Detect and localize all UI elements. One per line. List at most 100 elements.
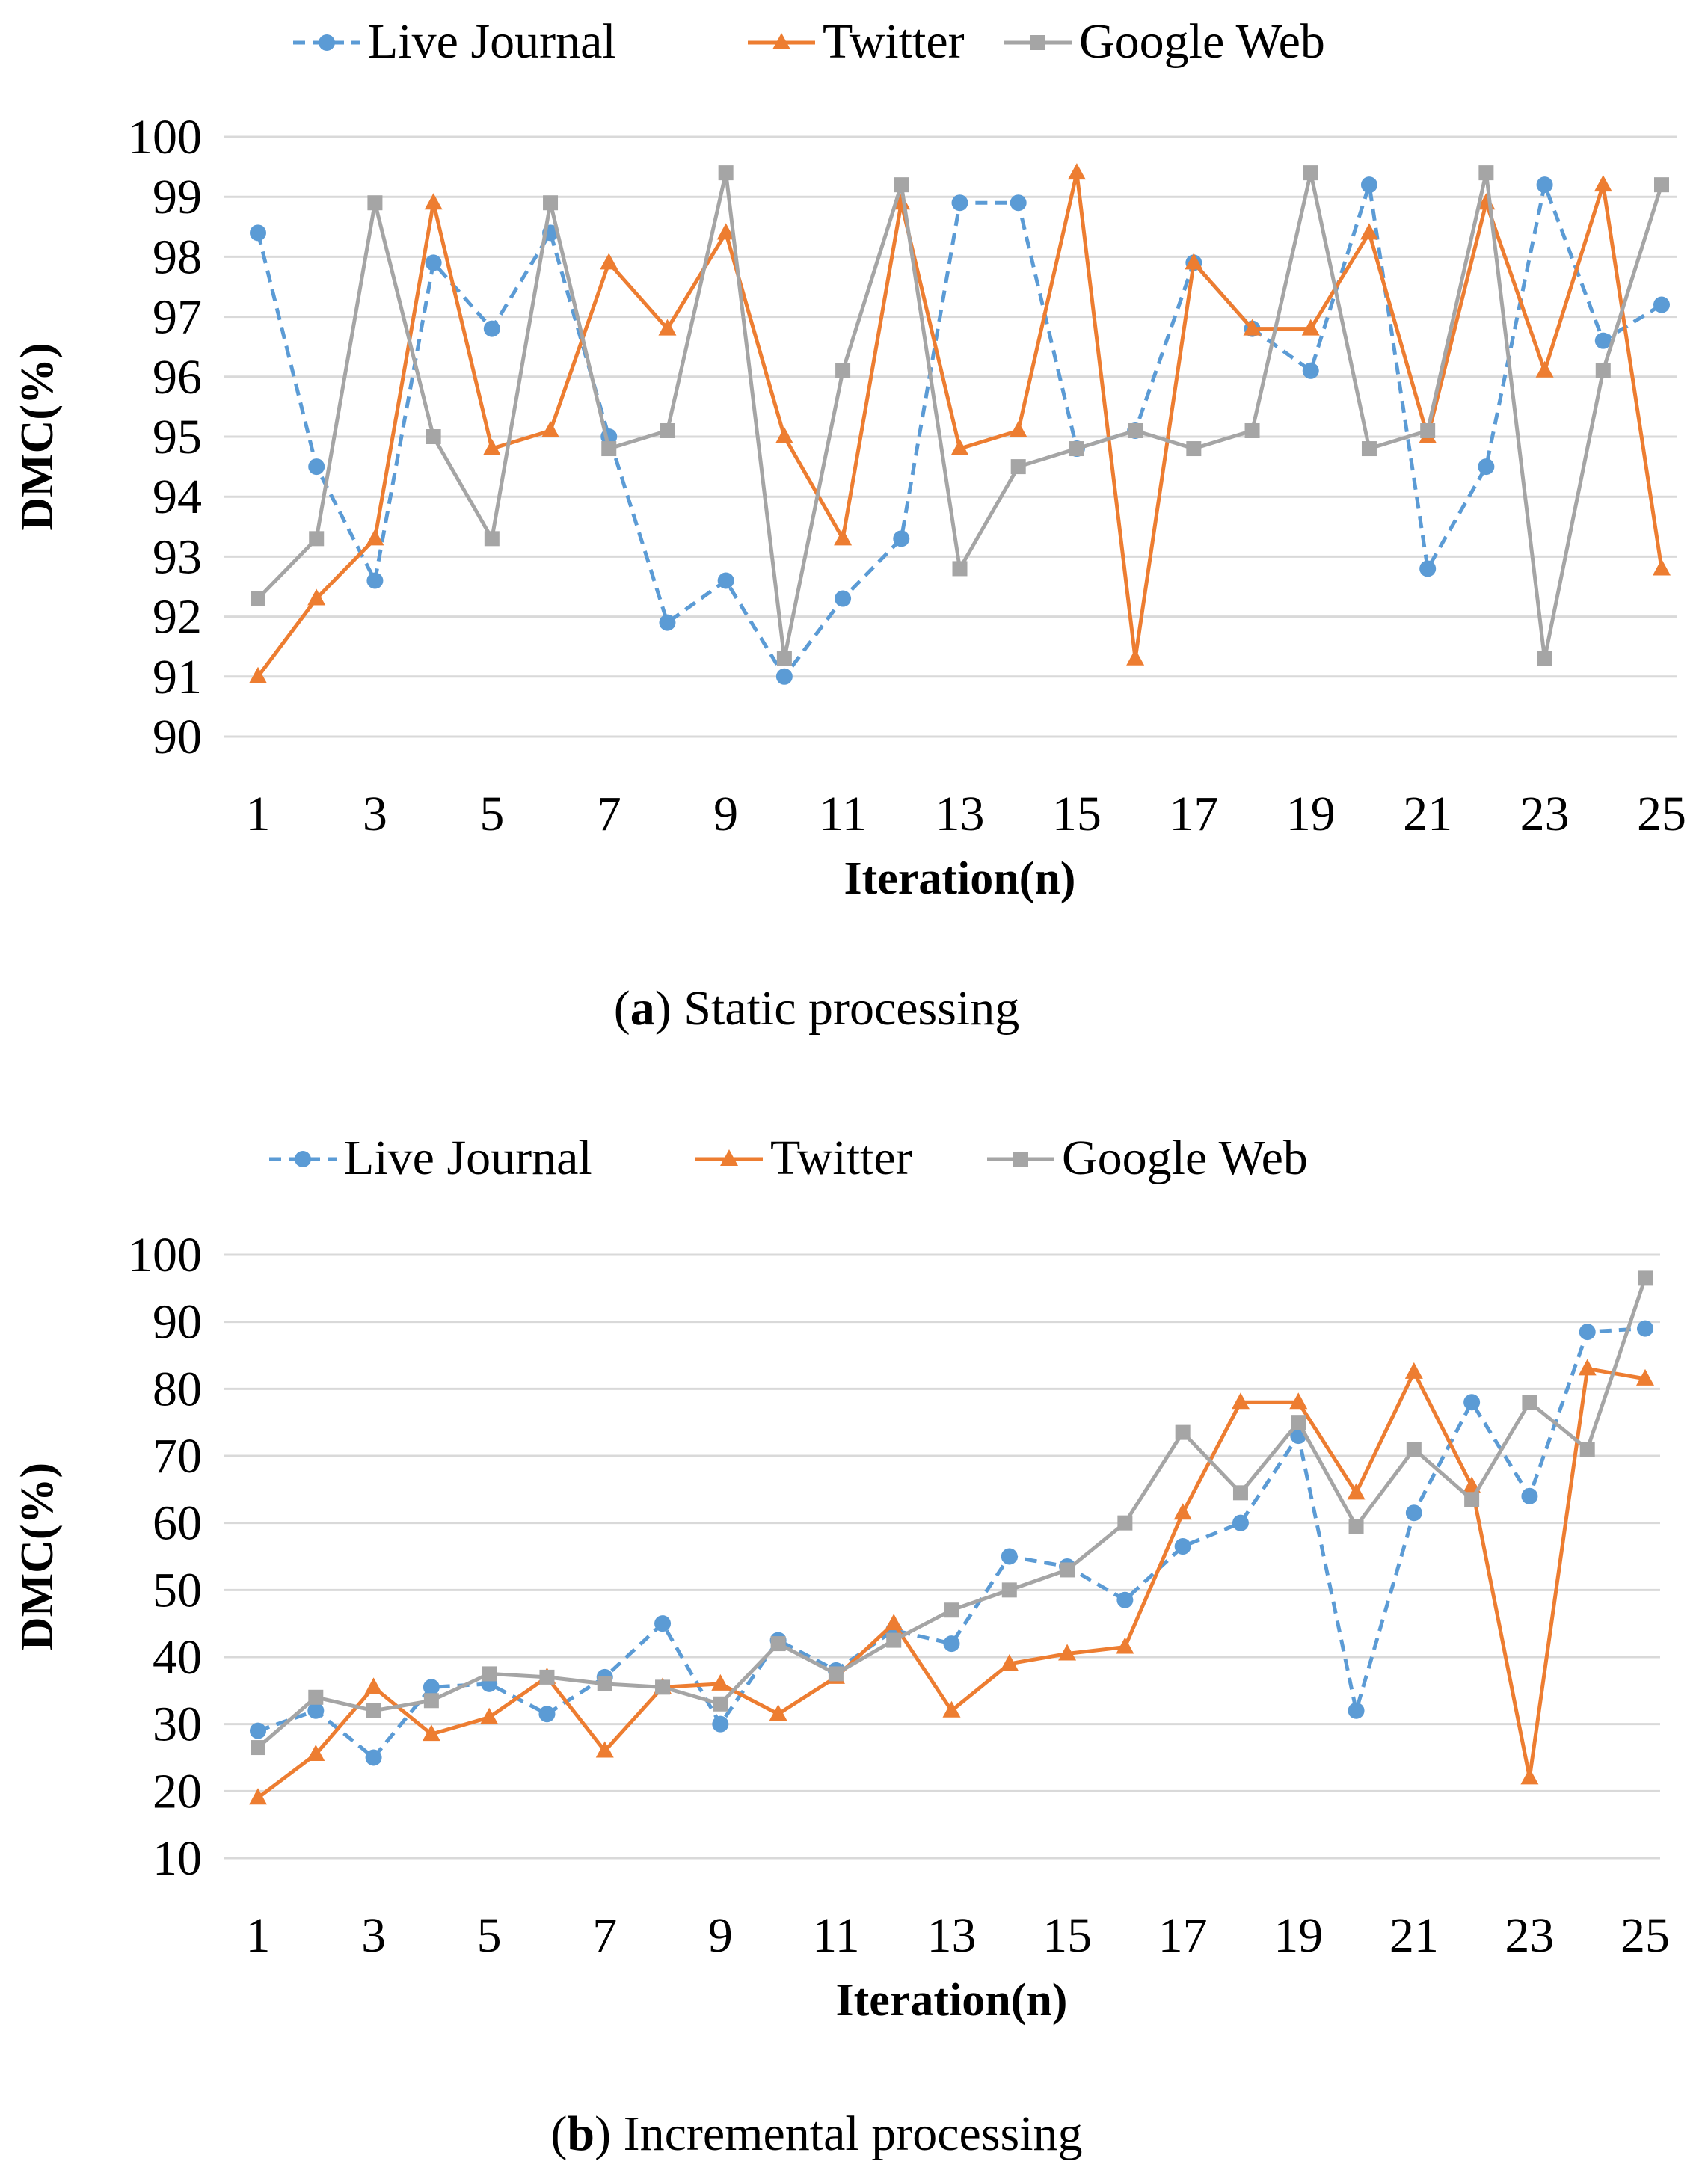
- data-point-live-journal-21: [1405, 1504, 1422, 1522]
- caption-open-paren: (: [614, 981, 630, 1036]
- data-point-google-web-20: [1361, 441, 1377, 457]
- legend-item-twitter: Twitter: [748, 14, 965, 69]
- data-point-google-web-13: [952, 561, 968, 577]
- data-point-live-journal-16: [1116, 1591, 1134, 1608]
- data-point-live-journal-22: [1478, 458, 1495, 476]
- x-tick-label-17: 17: [1169, 787, 1218, 841]
- y-tick-label-90: 90: [153, 1295, 202, 1350]
- y-tick-label-50: 50: [153, 1563, 202, 1617]
- data-point-twitter-2: [307, 588, 326, 606]
- data-point-google-web-24: [1579, 1442, 1595, 1457]
- data-point-live-journal-2: [307, 1702, 325, 1719]
- data-point-google-web-8: [660, 422, 675, 438]
- data-point-twitter-19: [1289, 1392, 1308, 1410]
- data-point-google-web-18: [1232, 1485, 1248, 1501]
- data-point-live-journal-4: [423, 1679, 440, 1696]
- series-line-twitter: [256, 170, 1664, 678]
- x-tick-label-17: 17: [1158, 1908, 1208, 1963]
- data-point-google-web-17: [1186, 441, 1202, 457]
- y-tick-label-100: 100: [128, 1228, 202, 1282]
- data-point-google-web-23: [1537, 651, 1552, 666]
- x-tick-label-23: 23: [1520, 787, 1570, 841]
- legend-marker-google-web: [1030, 35, 1045, 50]
- y-tick-label-99: 99: [153, 170, 202, 224]
- data-point-live-journal-3: [365, 1749, 382, 1766]
- caption: (b) Incremental processing: [550, 2106, 1082, 2161]
- legend-label-twitter: Twitter: [770, 1131, 912, 1185]
- data-point-google-web-6: [543, 195, 559, 211]
- legend-item-twitter: Twitter: [695, 1131, 912, 1185]
- x-tick-label-5: 5: [477, 1908, 502, 1963]
- x-axis-title: Iteration(n): [836, 1975, 1068, 2026]
- data-point-twitter-17: [1173, 1503, 1192, 1520]
- data-point-live-journal-4: [425, 254, 442, 271]
- data-point-twitter-9: [716, 223, 735, 240]
- data-point-google-web-5: [484, 531, 500, 547]
- data-point-twitter-7: [595, 1741, 614, 1758]
- data-point-google-web-24: [1595, 363, 1611, 378]
- legend-label-live-journal: Live Journal: [368, 14, 616, 69]
- data-point-google-web-15: [1069, 441, 1084, 457]
- data-point-twitter-14: [1009, 420, 1027, 437]
- legend-item-google-web: Google Web: [1004, 14, 1325, 69]
- data-point-google-web-21: [1406, 1442, 1422, 1457]
- x-tick-label-21: 21: [1403, 787, 1452, 841]
- x-tick-label-9: 9: [708, 1908, 733, 1963]
- legend-label-google-web: Google Web: [1079, 14, 1325, 69]
- data-point-live-journal-20: [1348, 1702, 1365, 1719]
- legend-marker-twitter: [772, 33, 790, 49]
- y-tick-label-98: 98: [153, 230, 202, 284]
- data-point-twitter-2: [307, 1745, 325, 1762]
- legend-marker-google-web: [1013, 1152, 1028, 1167]
- x-tick-label-7: 7: [592, 1908, 617, 1963]
- data-point-google-web-10: [776, 651, 792, 666]
- x-tick-label-25: 25: [1621, 1908, 1670, 1963]
- x-tick-label-11: 11: [812, 1908, 860, 1963]
- data-point-live-journal-14: [1001, 1548, 1018, 1565]
- y-tick-label-30: 30: [153, 1697, 202, 1752]
- data-point-live-journal-17: [1174, 1538, 1191, 1555]
- data-point-twitter-4: [424, 193, 443, 210]
- data-point-live-journal-13: [951, 194, 968, 212]
- x-tick-label-1: 1: [246, 1908, 271, 1963]
- y-tick-label-95: 95: [153, 410, 202, 464]
- series-line-twitter: [256, 1366, 1646, 1800]
- data-point-google-web-14: [1001, 1582, 1017, 1598]
- data-point-live-journal-5: [483, 320, 500, 337]
- y-tick-label-93: 93: [153, 529, 202, 584]
- x-tick-label-19: 19: [1274, 1908, 1323, 1963]
- data-point-live-journal-25: [1653, 296, 1670, 313]
- legend-item-live-journal: Live Journal: [269, 1131, 592, 1185]
- data-point-google-web-2: [308, 1689, 324, 1705]
- data-point-twitter-18: [1243, 319, 1262, 336]
- caption-close-paren: ): [655, 981, 683, 1036]
- data-point-twitter-20: [1360, 223, 1378, 240]
- caption-open-paren: (: [550, 2106, 567, 2161]
- x-tick-label-13: 13: [927, 1908, 977, 1963]
- y-tick-label-96: 96: [153, 350, 202, 405]
- data-point-live-journal-23: [1536, 176, 1553, 194]
- series-line-live-journal: [257, 1327, 1646, 1759]
- x-axis-title: Iteration(n): [844, 853, 1076, 904]
- caption-text: Incremental processing: [624, 2106, 1083, 2161]
- data-point-twitter-3: [366, 529, 384, 546]
- data-point-live-journal-1: [250, 1722, 266, 1739]
- data-point-google-web-8: [655, 1679, 671, 1695]
- x-tick-label-15: 15: [1042, 1908, 1092, 1963]
- data-point-twitter-24: [1578, 1359, 1597, 1376]
- y-axis-title: DMC(%): [12, 342, 63, 530]
- x-tick-label-1: 1: [246, 787, 271, 841]
- caption-close-paren: ): [595, 2106, 623, 2161]
- data-point-twitter-5: [482, 439, 501, 456]
- data-point-twitter-10: [775, 427, 793, 443]
- data-point-google-web-3: [366, 1703, 381, 1718]
- caption-letter: a: [630, 981, 655, 1036]
- x-tick-label-13: 13: [936, 787, 985, 841]
- data-point-google-web-19: [1291, 1415, 1306, 1430]
- data-point-google-web-21: [1420, 422, 1436, 438]
- data-point-google-web-12: [886, 1632, 902, 1648]
- legend-marker-live-journal: [319, 34, 335, 51]
- data-point-twitter-14: [1000, 1653, 1019, 1671]
- data-point-twitter-11: [834, 529, 853, 546]
- data-point-google-web-25: [1638, 1270, 1653, 1286]
